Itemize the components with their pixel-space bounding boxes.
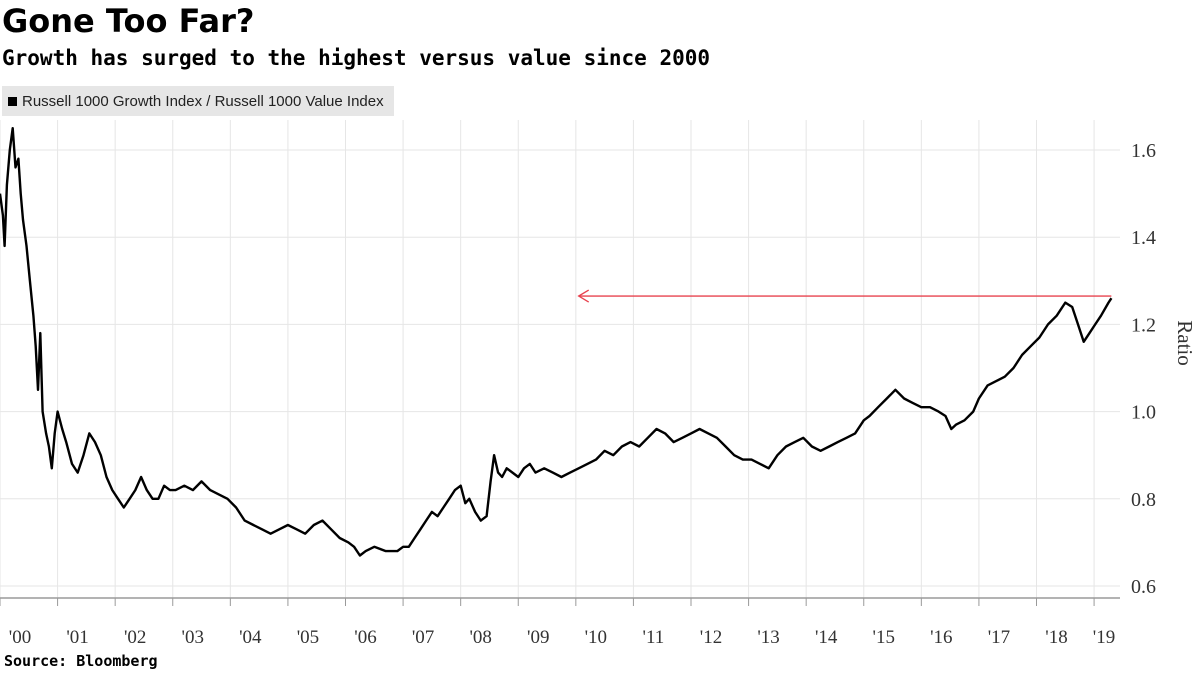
x-tick-label: '17: [988, 627, 1010, 648]
x-gridlines: [0, 120, 1095, 598]
y-gridlines: [0, 149, 1120, 587]
x-tick-label: '02: [124, 627, 146, 648]
x-tick-label: '14: [815, 627, 838, 648]
x-tick-label: '05: [297, 627, 319, 648]
y-tick-label: 1.4: [1131, 227, 1156, 249]
x-tick-label: '01: [66, 627, 88, 648]
series-group: [0, 126, 1113, 557]
x-tick-label: '12: [700, 627, 722, 648]
y-axis-title: Ratio: [1173, 320, 1197, 366]
y-axis-labels: 0.6 0.8 1.0 1.2 1.4 1.6: [1131, 140, 1156, 598]
series-line: [0, 126, 1113, 557]
legend: Russell 1000 Growth Index / Russell 1000…: [2, 86, 394, 116]
x-tick-label: '10: [585, 627, 607, 648]
x-tick-label: '19: [1093, 627, 1115, 648]
x-tick-label: '16: [930, 627, 952, 648]
y-tick-label: 1.2: [1131, 314, 1156, 336]
legend-swatch: [8, 96, 17, 106]
legend-label: Russell 1000 Growth Index / Russell 1000…: [22, 92, 384, 110]
annotations: [577, 289, 1112, 303]
x-tick-label: '13: [757, 627, 779, 648]
y-tick-label: 0.6: [1131, 576, 1156, 598]
x-tick-label: '15: [873, 627, 895, 648]
chart-title: Gone Too Far?: [2, 2, 255, 40]
x-tick-label: '08: [469, 627, 491, 648]
x-tick-label: '04: [239, 627, 262, 648]
x-tick-label: '07: [412, 627, 434, 648]
x-tick-label: '11: [643, 627, 665, 648]
x-axis-labels: '00 '01 '02 '03 '04 '05 '06 '07 '08 '09 '10 '11 '12 '…: [9, 627, 1115, 648]
x-tick-label: '09: [527, 627, 549, 648]
x-tick-label: '18: [1045, 627, 1067, 648]
y-tick-label: 1.6: [1131, 140, 1156, 162]
x-tick-label: '00: [9, 627, 31, 648]
y-tick-label: 1.0: [1131, 402, 1156, 424]
y-tick-label: 0.8: [1131, 489, 1156, 511]
x-tick-label: '06: [354, 627, 376, 648]
x-axis-ticks: [0, 598, 1095, 606]
x-tick-label: '03: [182, 627, 204, 648]
arrow-head: [577, 289, 590, 303]
chart-subtitle: Growth has surged to the highest versus …: [2, 46, 711, 70]
source-note: Source: Bloomberg: [4, 652, 158, 670]
